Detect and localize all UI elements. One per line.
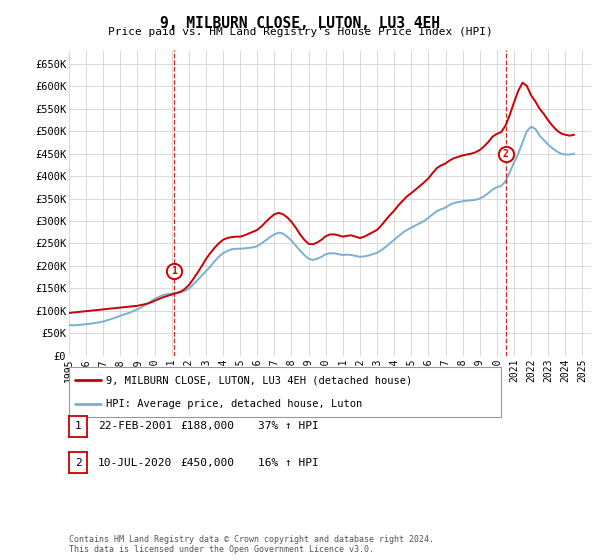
Text: HPI: Average price, detached house, Luton: HPI: Average price, detached house, Luto… (106, 399, 362, 409)
Text: 10-JUL-2020: 10-JUL-2020 (98, 458, 172, 468)
Text: 9, MILBURN CLOSE, LUTON, LU3 4EH: 9, MILBURN CLOSE, LUTON, LU3 4EH (160, 16, 440, 31)
Text: 2: 2 (503, 148, 509, 158)
Text: 16% ↑ HPI: 16% ↑ HPI (258, 458, 319, 468)
Text: 2: 2 (74, 458, 82, 468)
Text: £188,000: £188,000 (180, 421, 234, 431)
Text: Contains HM Land Registry data © Crown copyright and database right 2024.
This d: Contains HM Land Registry data © Crown c… (69, 535, 434, 554)
Text: 1: 1 (171, 266, 177, 276)
Text: Price paid vs. HM Land Registry's House Price Index (HPI): Price paid vs. HM Land Registry's House … (107, 27, 493, 37)
Text: 37% ↑ HPI: 37% ↑ HPI (258, 421, 319, 431)
Text: 1: 1 (74, 421, 82, 431)
Text: £450,000: £450,000 (180, 458, 234, 468)
Text: 22-FEB-2001: 22-FEB-2001 (98, 421, 172, 431)
Text: 9, MILBURN CLOSE, LUTON, LU3 4EH (detached house): 9, MILBURN CLOSE, LUTON, LU3 4EH (detach… (106, 375, 412, 385)
